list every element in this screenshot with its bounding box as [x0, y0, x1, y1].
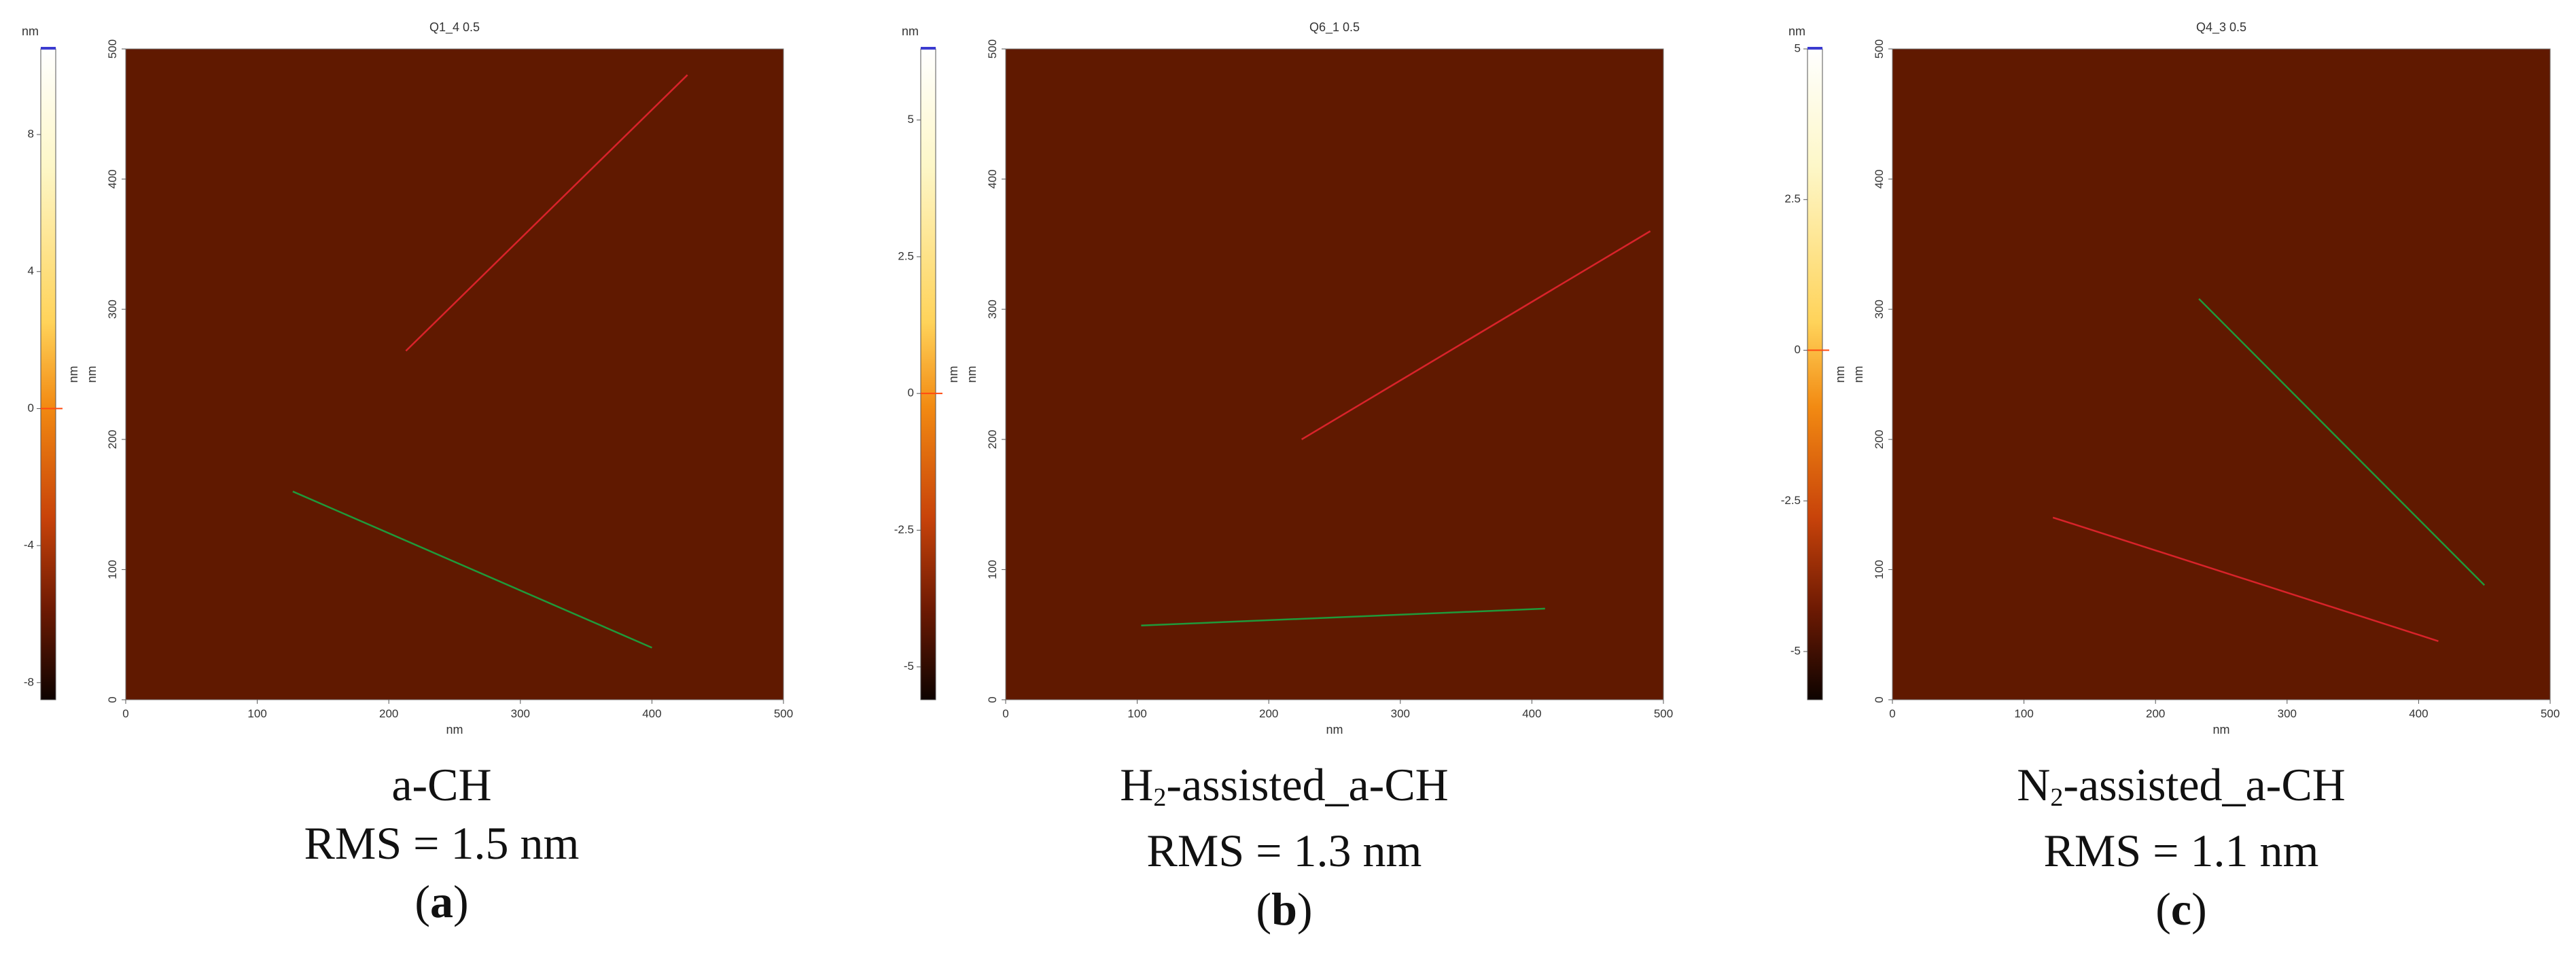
profile-line-red: [2052, 516, 2439, 642]
y-tick-label: 100: [1873, 560, 1886, 579]
afm-panel-a: Q1_4 0.5 nm 8 4 0 -4 -8 nm 0 100 200 300 400 500 nm 0 10…: [22, 20, 793, 736]
y-tick-label: 400: [986, 169, 999, 188]
x-tick-label: 400: [1522, 707, 1541, 720]
y-tick-label: 500: [106, 39, 119, 58]
colorbar-axis-label: nm: [947, 365, 960, 382]
afm-panel-b: Q6_1 0.5 nm 5 2.5 0 -2.5 -5 nm 0 100 200 300 400 500 n…: [894, 20, 1673, 736]
y-axis-label: nm: [1852, 365, 1865, 382]
colorbar-max-marker: [1807, 47, 1822, 50]
y-tick-label: 300: [986, 300, 999, 319]
x-tick-label: 500: [774, 707, 793, 720]
x-tick-label: 200: [2146, 707, 2165, 720]
colorbar-unit: nm: [902, 24, 919, 38]
colorbar-unit: nm: [22, 24, 39, 38]
caption-b: H2-assisted_a-CH RMS = 1.3 nm (b): [978, 755, 1590, 938]
image-frame: [1892, 48, 2551, 700]
caption-a-letter: (a): [414, 876, 469, 927]
x-tick-label: 400: [2409, 707, 2428, 720]
image-frame: [1005, 48, 1664, 700]
caption-a: a-CH RMS = 1.5 nm (a): [136, 755, 747, 931]
colorbar-tick-label: -5: [904, 660, 914, 673]
y-tick-label: 100: [106, 560, 119, 579]
panel-title: Q4_3 0.5: [2196, 20, 2246, 35]
x-tick-label: 300: [511, 707, 530, 720]
colorbar: [1807, 48, 1823, 700]
x-tick-label: 100: [247, 707, 266, 720]
caption-c: N2-assisted_a-CH RMS = 1.1 nm (c): [1875, 755, 2487, 938]
x-tick-label: 400: [642, 707, 661, 720]
x-tick-label: 300: [1391, 707, 1410, 720]
y-tick-label: 0: [986, 696, 999, 702]
profile-line-red: [1301, 230, 1651, 440]
afm-height-map: [1892, 49, 2550, 700]
x-axis-label: nm: [1326, 723, 1343, 736]
caption-b-letter: (b): [1256, 883, 1313, 935]
colorbar-tick-label: -2.5: [1781, 494, 1801, 507]
caption-a-material: a-CH: [391, 759, 492, 810]
profile-line-red: [405, 74, 688, 352]
colorbar-max-marker: [41, 47, 56, 50]
x-tick-label: 0: [122, 707, 128, 720]
colorbar-tick-label: -2.5: [894, 523, 914, 536]
colorbar-tick-label: 2.5: [898, 249, 914, 262]
y-tick-label: 300: [106, 300, 119, 319]
colorbar-tick-label: 0: [908, 387, 914, 399]
afm-height-map: [126, 49, 783, 700]
y-axis-label: nm: [965, 365, 978, 382]
colorbar-unit: nm: [1788, 24, 1805, 38]
y-tick-label: 200: [986, 430, 999, 449]
y-tick-label: 200: [1873, 430, 1886, 449]
x-tick-label: 500: [2541, 707, 2560, 720]
colorbar-tick-label: -5: [1790, 645, 1801, 658]
y-tick-label: 500: [986, 39, 999, 58]
caption-c-rms: RMS = 1.1 nm: [2043, 825, 2319, 876]
y-tick-label: 100: [986, 560, 999, 579]
panel-title: Q1_4 0.5: [429, 20, 480, 35]
x-axis-label: nm: [2212, 723, 2229, 736]
caption-c-material: N2-assisted_a-CH: [2017, 759, 2346, 812]
colorbar-axis-label: nm: [67, 365, 80, 382]
afm-panel-c: Q4_3 0.5 nm 5 2.5 0 -2.5 -5 nm 0 100 200 300 400 500 n…: [1781, 20, 2560, 736]
colorbar-tick-label: 5: [1795, 41, 1801, 54]
y-tick-label: 300: [1873, 300, 1886, 319]
colorbar-tick-label: -8: [24, 675, 34, 688]
x-tick-label: 0: [1889, 707, 1895, 720]
caption-b-rms: RMS = 1.3 nm: [1146, 825, 1422, 876]
colorbar-tick-label: 2.5: [1784, 192, 1801, 205]
afm-height-map: [1006, 49, 1663, 700]
y-axis-label: nm: [85, 365, 99, 382]
y-tick-label: 500: [1873, 39, 1886, 58]
colorbar-max-marker: [921, 47, 936, 50]
x-tick-label: 300: [2278, 707, 2297, 720]
caption-c-letter: (c): [2155, 883, 2207, 935]
colorbar: [920, 48, 936, 700]
colorbar-tick-label: 8: [28, 128, 34, 141]
x-axis-label: nm: [446, 723, 463, 736]
x-tick-label: 100: [1127, 707, 1146, 720]
y-tick-label: 200: [106, 430, 119, 449]
x-tick-label: 200: [1259, 707, 1278, 720]
y-tick-label: 400: [1873, 169, 1886, 188]
profile-line-green: [1141, 607, 1545, 627]
profile-line-green: [2198, 298, 2486, 586]
y-tick-label: 400: [106, 169, 119, 188]
x-tick-label: 500: [1654, 707, 1673, 720]
colorbar: [40, 48, 56, 700]
x-tick-label: 0: [1002, 707, 1008, 720]
colorbar-tick-label: -4: [24, 539, 34, 552]
colorbar-tick-label: 5: [908, 113, 914, 126]
image-frame: [125, 48, 784, 700]
x-tick-label: 200: [379, 707, 398, 720]
colorbar-tick-label: 0: [1795, 343, 1801, 356]
x-tick-label: 100: [2014, 707, 2033, 720]
colorbar-axis-label: nm: [1833, 365, 1847, 382]
caption-b-material: H2-assisted_a-CH: [1120, 759, 1449, 812]
y-tick-label: 0: [1873, 696, 1886, 702]
caption-a-rms: RMS = 1.5 nm: [304, 817, 580, 869]
colorbar-tick-label: 4: [28, 264, 34, 277]
colorbar-tick-label: 0: [28, 401, 34, 414]
profile-line-green: [292, 490, 652, 649]
panel-title: Q6_1 0.5: [1309, 20, 1360, 35]
y-tick-label: 0: [106, 696, 119, 702]
